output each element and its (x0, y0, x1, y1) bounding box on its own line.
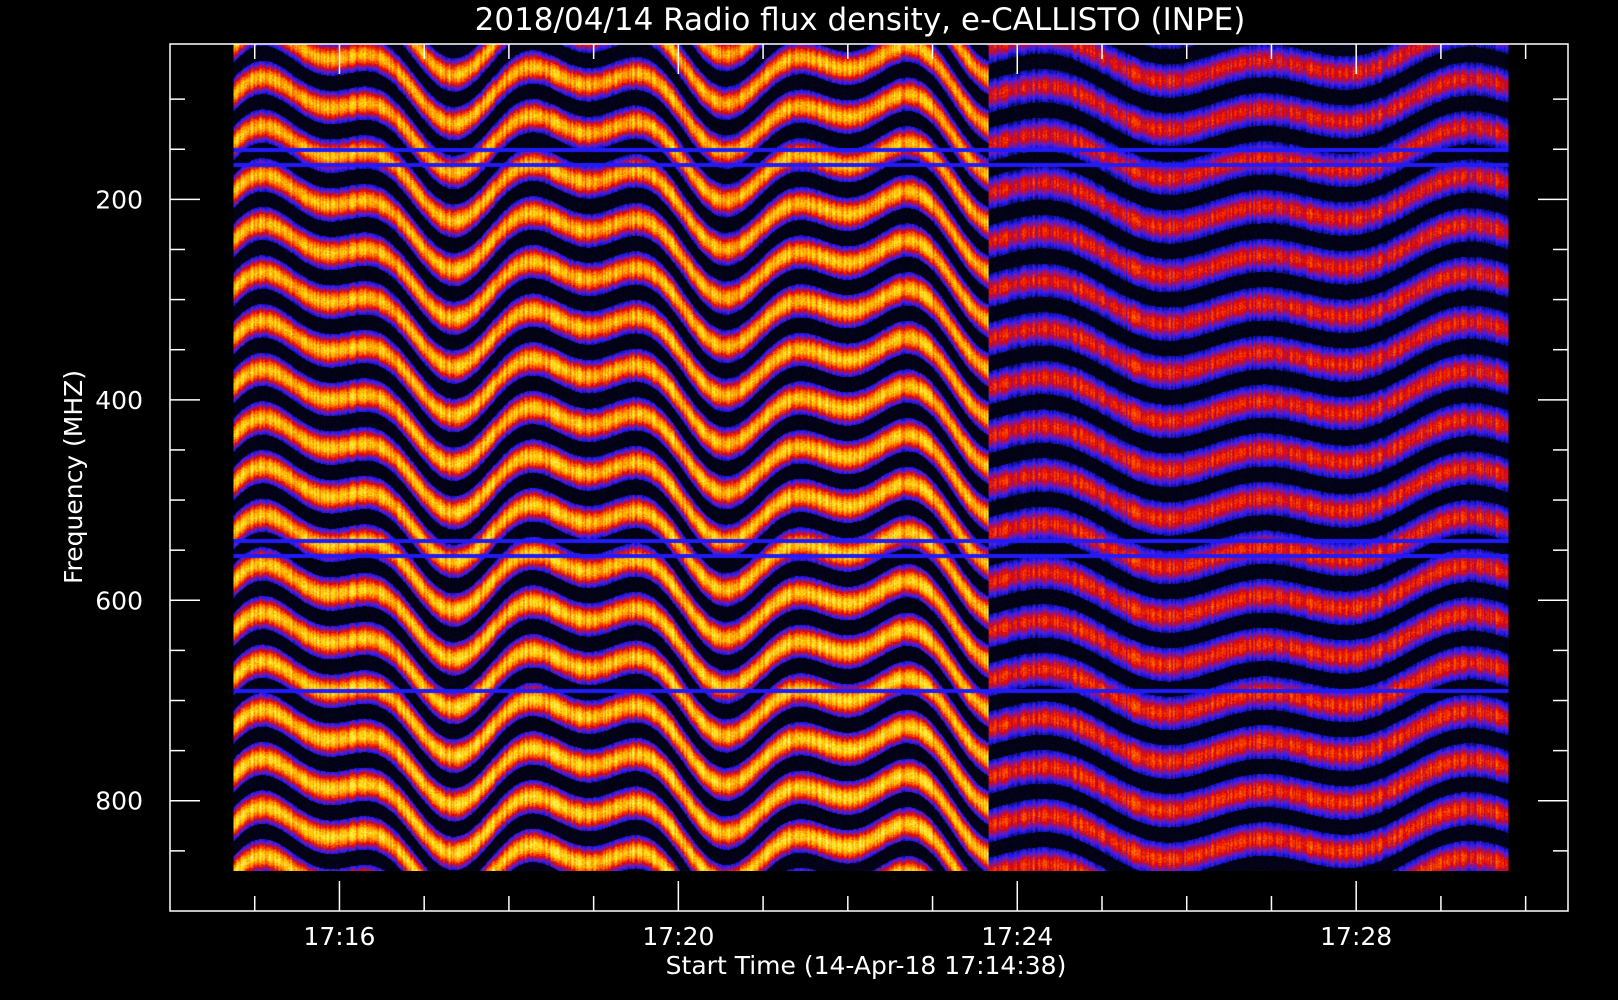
y-tick-label: 600 (95, 586, 143, 615)
spectrogram-heatmap (233, 44, 1509, 871)
y-tick-label: 400 (95, 386, 143, 415)
x-tick-label: 17:16 (303, 922, 375, 951)
y-axis: 200 400 600 800 (95, 98, 1568, 852)
x-tick-label: 17:28 (1320, 922, 1392, 951)
y-axis-label: Frequency (MHZ) (59, 370, 88, 584)
x-tick-label: 17:20 (642, 922, 714, 951)
x-axis: 17:16 17:20 17:24 17:28 (253, 44, 1527, 951)
x-axis-label: Start Time (14-Apr-18 17:14:38) (666, 951, 1067, 980)
chart-title: 2018/04/14 Radio flux density, e-CALLIST… (475, 2, 1246, 38)
x-tick-label: 17:24 (981, 922, 1053, 951)
plot-frame (169, 43, 1569, 912)
y-tick-label: 200 (95, 185, 143, 214)
y-tick-label: 800 (95, 787, 143, 816)
